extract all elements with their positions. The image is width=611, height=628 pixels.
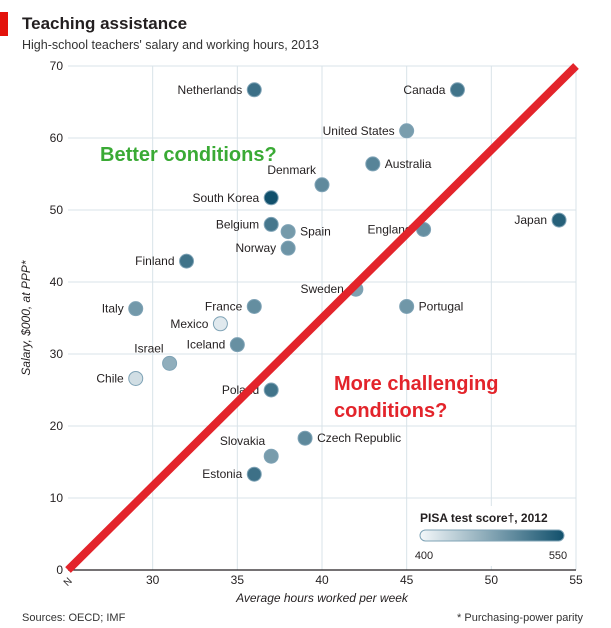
chart-subtitle: High-school teachers' salary and working… xyxy=(22,38,319,52)
point-japan xyxy=(551,212,567,228)
point-label: Australia xyxy=(385,157,432,171)
point-label: Czech Republic xyxy=(317,431,401,445)
point-label: Denmark xyxy=(267,163,317,177)
y-tick-label: 70 xyxy=(50,59,64,73)
legend-title: PISA test score†, 2012 xyxy=(420,511,548,525)
point-label: Mexico xyxy=(170,317,208,331)
point-united-states xyxy=(399,123,415,139)
x-tick-label: 35 xyxy=(231,573,245,587)
diagonal-line-layer xyxy=(65,63,579,573)
x-tick-label: 55 xyxy=(569,573,583,587)
grid xyxy=(68,65,577,570)
point-portugal xyxy=(399,298,415,314)
sources-note: Sources: OECD; IMF xyxy=(22,612,126,624)
points-layer: Netherlands Canada United States Australia D… xyxy=(96,82,567,482)
point-denmark xyxy=(314,177,330,193)
point-label: Spain xyxy=(300,225,331,239)
point-australia xyxy=(365,156,381,172)
point-label: Netherlands xyxy=(178,83,243,97)
point-label: Norway xyxy=(235,241,276,255)
point-estonia xyxy=(246,466,262,482)
point-label: Finland xyxy=(135,254,174,268)
legend-min-label: 400 xyxy=(415,550,433,562)
legend: PISA test score†, 2012 400 550 xyxy=(411,506,573,566)
point-label: Italy xyxy=(102,302,124,316)
axes: 0 10 20 30 40 50 60 70 30 35 40 45 50 55 N Average hour… xyxy=(19,59,583,605)
annotations-layer: Better conditions? More challenging condit… xyxy=(100,144,498,422)
point-chile xyxy=(128,370,144,386)
point-label: Japan xyxy=(514,213,547,227)
point-mexico xyxy=(212,316,228,332)
accent-bar xyxy=(0,12,8,36)
point-label: Iceland xyxy=(187,338,226,352)
x-axis-label: Average hours worked per week xyxy=(235,591,409,605)
point-label: Estonia xyxy=(202,467,242,481)
y-tick-label: 0 xyxy=(56,563,63,577)
point-label: South Korea xyxy=(192,191,259,205)
point-poland xyxy=(263,382,279,398)
chart-title: Teaching assistance xyxy=(22,14,188,33)
annotation-more-challenging: More challenging conditions? xyxy=(334,373,498,422)
diagonal-line xyxy=(65,63,579,573)
point-label: Sweden xyxy=(300,282,343,296)
x-tick-label: 45 xyxy=(400,573,414,587)
point-israel xyxy=(162,355,178,371)
ppp-footnote: * Purchasing-power parity xyxy=(457,612,583,624)
x-tick-label: 50 xyxy=(485,573,499,587)
point-italy xyxy=(128,301,144,317)
point-czech-republic xyxy=(297,430,313,446)
annotation-better-conditions: Better conditions? xyxy=(100,144,277,166)
legend-max-label: 550 xyxy=(549,550,567,562)
point-label: Slovakia xyxy=(220,434,266,448)
y-tick-label: 50 xyxy=(50,203,64,217)
x-tick-label: 30 xyxy=(146,573,160,587)
y-tick-label: 30 xyxy=(50,347,64,361)
point-label: Portugal xyxy=(419,299,464,313)
y-tick-label: 20 xyxy=(50,419,64,433)
point-iceland xyxy=(229,337,245,353)
y-axis-label: Salary, $000, at PPP* xyxy=(19,260,33,376)
y-tick-label: 40 xyxy=(50,275,64,289)
legend-color-scale xyxy=(419,529,565,542)
point-label: Canada xyxy=(403,83,445,97)
point-label: Belgium xyxy=(216,217,259,231)
point-south-korea xyxy=(263,190,279,206)
point-spain xyxy=(280,224,296,240)
point-slovakia xyxy=(263,448,279,464)
point-label: Israel xyxy=(134,341,163,355)
point-label: United States xyxy=(323,124,395,138)
point-belgium xyxy=(263,216,279,232)
x-tick-label: 40 xyxy=(315,573,329,587)
point-france xyxy=(246,298,262,314)
point-label: Chile xyxy=(96,371,124,385)
y-tick-label: 60 xyxy=(50,131,64,145)
point-label: France xyxy=(205,299,243,313)
point-finland xyxy=(179,253,195,269)
point-label: England xyxy=(368,222,412,236)
origin-label: N xyxy=(62,576,75,589)
point-netherlands xyxy=(246,82,262,98)
point-canada xyxy=(449,82,465,98)
y-tick-label: 10 xyxy=(50,491,64,505)
point-norway xyxy=(280,240,296,256)
